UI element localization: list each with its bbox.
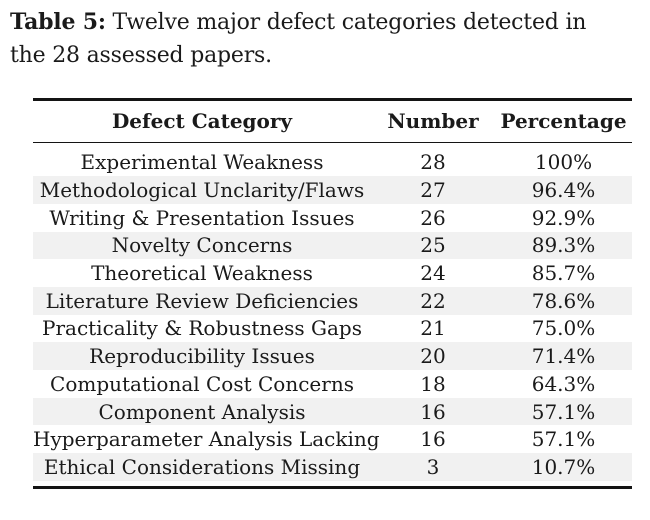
table-row: Theoretical Weakness 24 85.7%	[33, 259, 632, 287]
table-row: Novelty Concerns 25 89.3%	[33, 231, 632, 260]
table-row: Practicality & Robustness Gaps 21 75.0%	[33, 315, 632, 343]
table-row: Component Analysis 16 57.1%	[33, 397, 632, 426]
cell-category: Hyperparameter Analysis Lacking	[33, 427, 380, 452]
cell-category: Writing & Presentation Issues	[49, 205, 355, 230]
cell-number: 16	[420, 399, 446, 424]
table-caption: Table 5: Twelve major defect categories …	[10, 6, 644, 72]
defect-table: Defect Category Number Percentage Experi…	[33, 98, 632, 489]
cell-number: 22	[420, 288, 446, 313]
cell-category: Computational Cost Concerns	[50, 371, 354, 396]
table-row: Computational Cost Concerns 18 64.3%	[33, 370, 632, 398]
cell-percentage: 92.9%	[531, 205, 596, 230]
cell-percentage: 64.3%	[531, 371, 596, 396]
cell-number: 25	[420, 233, 446, 258]
table-bottom-rule	[33, 486, 632, 489]
cell-number: 16	[420, 427, 446, 452]
cell-percentage: 89.3%	[531, 233, 596, 258]
cell-percentage: 100%	[534, 150, 593, 175]
cell-number: 3	[426, 454, 440, 479]
table-mid-rule	[33, 141, 632, 143]
table-row: Experimental Weakness 28 100%	[33, 149, 632, 177]
table-caption-line1: Twelve major defect categories detected …	[112, 10, 587, 35]
cell-number: 21	[420, 316, 446, 341]
cell-category: Component Analysis	[98, 399, 306, 424]
cell-percentage: 57.1%	[531, 399, 596, 424]
cell-percentage: 10.7%	[531, 454, 596, 479]
cell-category: Ethical Considerations Missing	[43, 454, 361, 479]
cell-category: Experimental Weakness	[80, 150, 324, 175]
table-row: Reproducibility Issues 20 71.4%	[33, 342, 632, 370]
cell-number: 20	[420, 344, 446, 369]
table-caption-line2: the 28 assessed papers.	[10, 43, 272, 68]
cell-number: 18	[420, 371, 446, 396]
cell-number: 24	[420, 261, 446, 286]
header-percentage: Percentage	[500, 109, 627, 133]
cell-category: Reproducibility Issues	[89, 344, 315, 369]
header-number: Number	[387, 109, 479, 133]
cell-number: 28	[420, 150, 446, 175]
cell-category: Theoretical Weakness	[91, 261, 313, 286]
cell-percentage: 85.7%	[531, 261, 596, 286]
table-top-rule	[33, 98, 632, 101]
table-header-row: Defect Category Number Percentage	[33, 101, 632, 142]
cell-percentage: 75.0%	[531, 316, 596, 341]
cell-percentage: 78.6%	[531, 288, 596, 313]
cell-number: 27	[420, 178, 446, 203]
table-row: Ethical Considerations Missing 3 10.7%	[33, 453, 632, 481]
table-body: Experimental Weakness 28 100% Methodolog…	[33, 143, 632, 486]
table-row: Literature Review Deficiencies 22 78.6%	[33, 286, 632, 315]
cell-percentage: 71.4%	[531, 344, 596, 369]
cell-number: 26	[420, 205, 446, 230]
table-row: Writing & Presentation Issues 26 92.9%	[33, 204, 632, 232]
table-row: Hyperparameter Analysis Lacking 16 57.1%	[33, 425, 632, 453]
cell-category: Literature Review Deficiencies	[45, 288, 359, 313]
header-defect-category: Defect Category	[111, 109, 293, 133]
cell-category: Methodological Unclarity/Flaws	[39, 178, 365, 203]
cell-category: Novelty Concerns	[111, 233, 293, 258]
table-caption-label: Table 5:	[10, 9, 106, 35]
cell-category: Practicality & Robustness Gaps	[42, 316, 362, 341]
cell-percentage: 96.4%	[531, 178, 596, 203]
table-row: Methodological Unclarity/Flaws 27 96.4%	[33, 176, 632, 204]
cell-percentage: 57.1%	[531, 427, 596, 452]
